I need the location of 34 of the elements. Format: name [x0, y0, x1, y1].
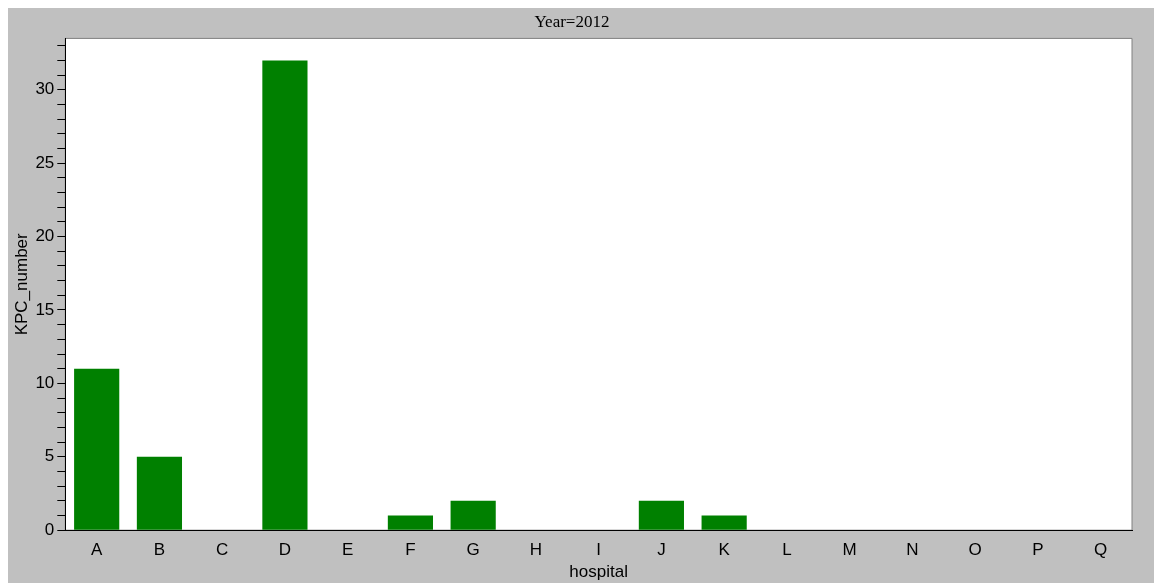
x-tick-label: G — [466, 540, 480, 560]
chart-title: Year=2012 — [534, 11, 610, 31]
x-tick-label: C — [216, 540, 229, 560]
y-tick-label: 30 — [35, 79, 55, 99]
bar — [136, 456, 183, 530]
x-tick-label: P — [1032, 540, 1044, 560]
bar — [262, 60, 308, 530]
bar — [450, 500, 496, 530]
y-tick-label: 5 — [44, 446, 55, 466]
x-axis-title: hospital — [569, 562, 628, 582]
x-tick-label: I — [596, 540, 602, 560]
x-tick-label: D — [278, 540, 292, 560]
y-tick-label: 10 — [35, 373, 55, 393]
y-tick-label: 20 — [35, 226, 55, 246]
x-tick-label: M — [842, 540, 857, 560]
x-tick-label: O — [968, 540, 982, 560]
bar — [387, 515, 433, 530]
x-tick-label: J — [657, 540, 666, 560]
y-tick-label: 25 — [35, 152, 55, 172]
y-tick-label: 0 — [44, 519, 55, 539]
x-tick-label: A — [91, 540, 104, 560]
x-tick-label: E — [342, 540, 354, 560]
bar — [701, 515, 747, 530]
x-tick-label: K — [718, 540, 731, 560]
x-tick-label: N — [906, 540, 919, 560]
x-tick-label: H — [529, 540, 543, 560]
y-axis-title: KPC_number — [11, 232, 31, 336]
bar — [74, 368, 120, 530]
x-tick-label: B — [153, 540, 166, 560]
y-tick-label: 15 — [35, 299, 55, 319]
x-tick-label: L — [782, 540, 792, 560]
x-tick-label: Q — [1094, 540, 1108, 560]
bar — [638, 500, 684, 530]
x-tick-label: F — [405, 540, 416, 560]
